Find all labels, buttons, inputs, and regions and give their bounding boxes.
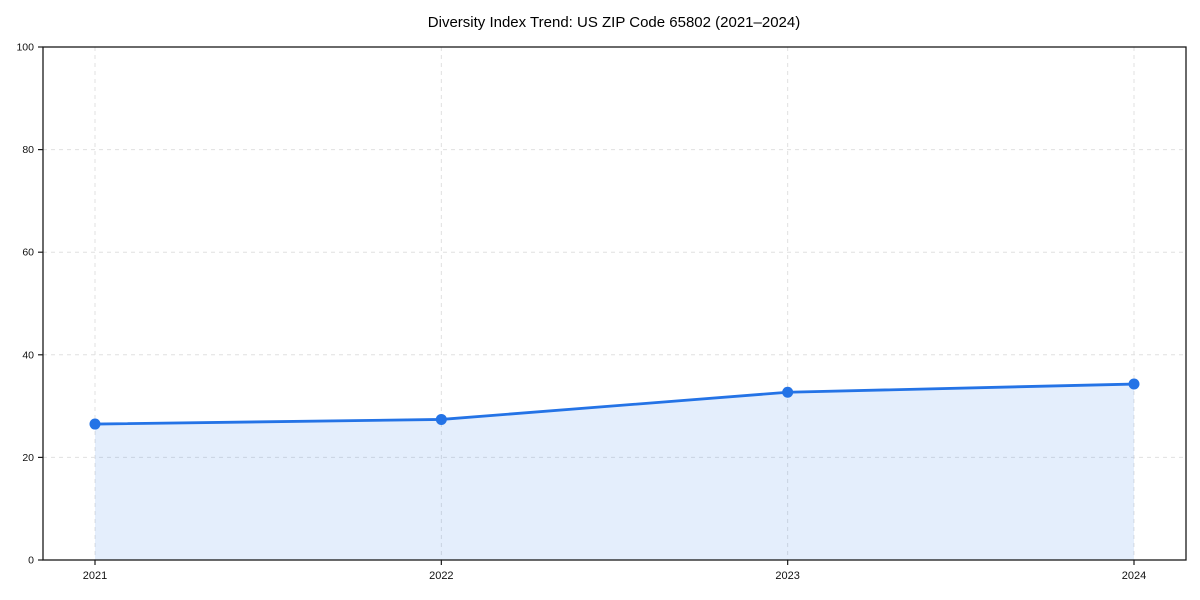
plot-area: 0 20 40 60 80 100 2021 2022 2023 2024 xyxy=(16,42,1187,582)
x-tick-label-2023: 2023 xyxy=(775,570,799,582)
y-tick-label-60: 60 xyxy=(22,247,34,259)
x-tick-label-2022: 2022 xyxy=(429,570,453,582)
chart-title: Diversity Index Trend: US ZIP Code 65802… xyxy=(428,14,800,31)
y-tick-label-80: 80 xyxy=(22,144,34,156)
data-point-2021 xyxy=(89,418,101,430)
y-tick-label-20: 20 xyxy=(22,452,34,464)
plot-frame xyxy=(42,46,1187,561)
data-point-2023 xyxy=(782,386,794,398)
y-tick-label-0: 0 xyxy=(28,555,34,567)
y-tick-label-40: 40 xyxy=(22,349,34,361)
y-tick-label-100: 100 xyxy=(16,42,34,54)
x-tick-label-2024: 2024 xyxy=(1122,570,1146,582)
data-point-2022 xyxy=(435,413,447,425)
series-area-fill xyxy=(95,384,1134,560)
x-tick-label-2021: 2021 xyxy=(83,570,107,582)
series-line xyxy=(93,382,1136,426)
data-point-2024 xyxy=(1128,378,1140,390)
